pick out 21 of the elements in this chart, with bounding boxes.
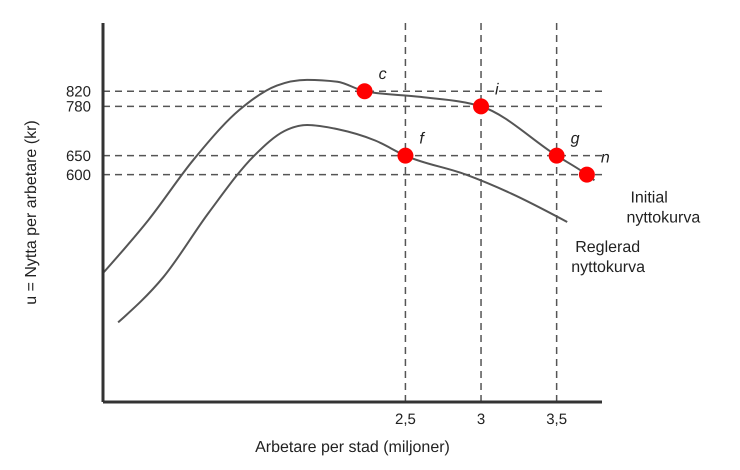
point [397, 148, 414, 164]
series-label: Reglerad nyttokurva [571, 238, 646, 276]
y-tick-label: 820 [66, 83, 91, 100]
text: Initial nyttokurva [626, 189, 700, 226]
y-tick-label: 650 [66, 148, 91, 165]
x-tick-label: 3 [476, 411, 486, 428]
point [356, 83, 373, 100]
x-axis-title: Arbetare per stad (miljoner) [255, 439, 450, 456]
annotation: f [419, 130, 426, 148]
y-tick-label: 600 [66, 166, 91, 184]
annotation: g [570, 130, 580, 148]
annotation: c [378, 66, 387, 84]
point [548, 148, 565, 164]
x-tick-label: 2,5 [394, 411, 416, 428]
point [473, 98, 490, 114]
point [578, 166, 595, 183]
annotation: n [600, 150, 610, 167]
x-tick-label: 3,5 [546, 411, 568, 428]
y-tick-label: 780 [66, 98, 91, 116]
y-axis-title: u = Nytta per arbetare (kr) [23, 120, 40, 305]
annotation: i [495, 81, 500, 98]
